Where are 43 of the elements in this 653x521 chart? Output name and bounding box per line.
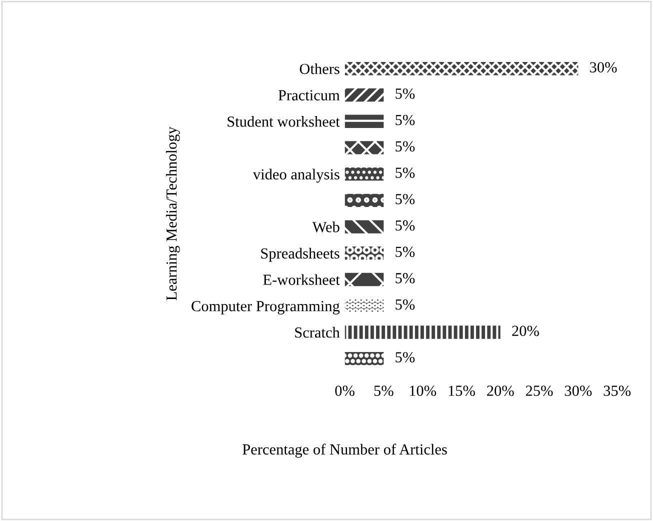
x-tick-label: 30% [564,386,592,396]
bar [344,141,384,154]
data-label: 5% [396,194,415,204]
bar [344,114,384,128]
data-label: 5% [396,352,415,362]
y-tick-label: Computer Programming [192,301,340,314]
bar [344,167,384,181]
y-tick-label: video analysis [252,168,340,183]
data-label: 5% [396,220,415,231]
x-tick-label: 15% [448,386,475,396]
bar [344,326,500,339]
y-tick-label: E-worksheet [263,274,340,285]
x-tick-label: 0% [335,386,354,396]
x-tick-label: 5% [374,386,394,396]
y-tick-label: Practicum [278,90,340,100]
bar [344,352,384,366]
y-tick-label: Spreadsheets [261,248,340,262]
data-label: 5% [396,299,415,310]
x-tick-label: 25% [526,386,553,396]
y-tick-label: Others [300,63,340,74]
bar [344,62,578,76]
y-tick-label: Scratch [295,326,340,338]
y-axis-title: Learning Media/Technology [166,126,180,300]
bar [344,220,384,234]
data-label: 5% [396,168,415,178]
data-label: 5% [396,246,415,258]
bar [344,299,384,312]
data-label: 5% [396,273,415,284]
x-tick-label: 20% [487,386,514,396]
data-label: 20% [512,326,539,336]
y-tick-label: Student worksheet [228,116,340,127]
bar [344,88,384,102]
bar [344,272,384,286]
data-label: 5% [396,114,415,126]
x-tick-label: 10% [410,386,436,396]
bar [344,246,384,260]
bar [344,194,384,208]
data-label: 30% [590,62,617,73]
data-label: 5% [396,141,415,152]
x-axis-title: Percentage of Number of Articles [242,444,447,458]
data-label: 5% [396,88,415,99]
y-tick-label: Web [312,221,340,232]
x-tick-label: 35% [604,386,631,396]
